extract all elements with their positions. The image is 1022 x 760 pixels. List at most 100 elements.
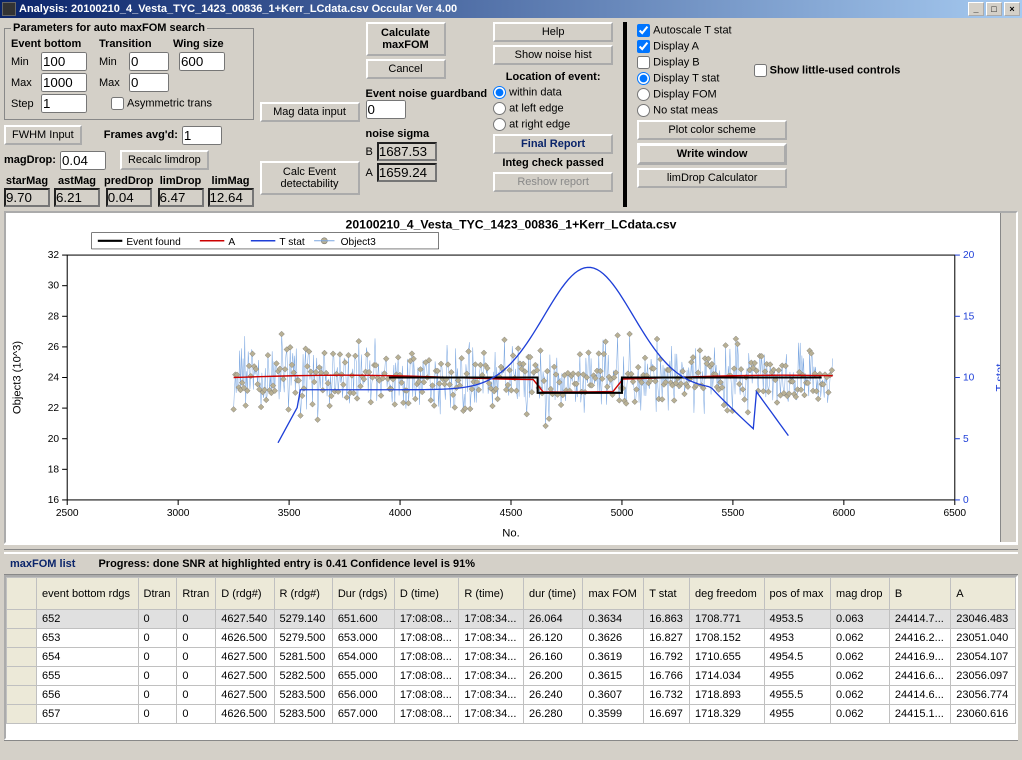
table-row[interactable]: 657004626.5005283.500657.00017:08:08...1… [7,705,1016,724]
guardband-input[interactable] [366,100,406,119]
noise-a-input [377,163,437,182]
svg-text:Event found: Event found [126,237,181,248]
table-header[interactable]: D (time) [394,578,459,610]
help-button[interactable]: Help [493,22,613,42]
fwhm-button[interactable]: FWHM Input [4,125,82,145]
table-header[interactable]: Dtran [138,578,177,610]
magdrop-label: magDrop: [4,154,56,166]
astmag-input [54,188,100,207]
svg-text:28: 28 [48,311,60,322]
table-header[interactable]: event bottom rdgs [37,578,139,610]
svg-text:20: 20 [48,434,60,445]
table-header[interactable]: mag drop [830,578,889,610]
window-title: Analysis: 20100210_4_Vesta_TYC_1423_0083… [19,3,457,15]
display-t-radio[interactable]: Display T stat [637,72,731,85]
svg-text:A: A [228,237,235,248]
writewin-button[interactable]: Write window [637,143,787,165]
svg-text:4500: 4500 [500,508,523,519]
table-header[interactable]: R (rdg#) [274,578,332,610]
table-row[interactable]: 656004627.5005283.500656.00017:08:08...1… [7,686,1016,705]
chart-scrollbar[interactable] [1000,213,1016,542]
svg-text:3000: 3000 [167,508,190,519]
svg-text:24: 24 [48,373,60,384]
limdropcalc-button[interactable]: limDrop Calculator [637,168,787,188]
loc-right[interactable]: at right edge [493,118,613,131]
display-b-check[interactable]: Display B [637,56,731,69]
showlittle-check[interactable]: Show little-used controls [754,64,901,77]
wing-size-input[interactable] [179,52,225,71]
asym-label[interactable]: Asymmetric trans [111,97,212,110]
display-a-check[interactable]: Display A [637,40,731,53]
calc-maxfom-button[interactable]: Calculate maxFOM [366,22,446,56]
table-row[interactable]: 653004626.5005279.500653.00017:08:08...1… [7,629,1016,648]
table-header[interactable] [7,578,37,610]
table-header[interactable]: dur (time) [523,578,583,610]
svg-text:No.: No. [502,528,519,540]
nostat-radio[interactable]: No stat meas [637,104,731,117]
splitter[interactable] [4,544,1018,550]
limmag-label: limMag [212,175,250,187]
trans-max-input[interactable] [129,73,169,92]
noise-b-label: B [366,146,373,158]
table-header[interactable]: max FOM [583,578,644,610]
data-table[interactable]: event bottom rdgsDtranRtranD (rdg#)R (rd… [6,577,1016,724]
recalc-button[interactable]: Recalc limdrop [120,150,209,170]
maximize-button[interactable]: □ [986,2,1002,16]
autoscale-check[interactable]: Autoscale T stat [637,24,731,37]
title-bar: Analysis: 20100210_4_Vesta_TYC_1423_0083… [0,0,1022,18]
table-header[interactable]: pos of max [764,578,830,610]
noise-hist-button[interactable]: Show noise hist [493,45,613,65]
table-header[interactable]: deg freedom [689,578,764,610]
svg-text:15: 15 [963,311,975,322]
min-label: Min [11,56,37,68]
magdata-button[interactable]: Mag data input [260,102,360,122]
preddrop-input [106,188,152,207]
noise-b-input [377,142,437,161]
loc-within[interactable]: within data [493,86,613,99]
svg-text:2500: 2500 [56,508,79,519]
cancel-button[interactable]: Cancel [366,59,446,79]
svg-text:18: 18 [48,464,60,475]
trans-min-input[interactable] [129,52,169,71]
svg-text:5000: 5000 [611,508,634,519]
svg-text:6000: 6000 [833,508,856,519]
svg-text:22: 22 [48,403,60,414]
table-header[interactable]: R (time) [459,578,524,610]
display-fom-radio[interactable]: Display FOM [637,88,731,101]
event-bottom-min-input[interactable] [41,52,87,71]
col-transition: Transition [99,38,169,50]
starmag-label: starMag [6,175,48,187]
table-header[interactable]: T stat [644,578,690,610]
magdrop-input[interactable] [60,151,106,170]
svg-text:26: 26 [48,342,60,353]
midbar: maxFOM list Progress: done SNR at highli… [4,552,1018,575]
table-row[interactable]: 652004627.5405279.140651.60017:08:08...1… [7,610,1016,629]
table-header[interactable]: A [951,578,1016,610]
step-input[interactable] [41,94,87,113]
asym-checkbox[interactable] [111,97,124,110]
table-header[interactable]: D (rdg#) [216,578,274,610]
table-scrollbar-h[interactable] [4,740,1018,756]
table-row[interactable]: 655004627.5005282.500655.00017:08:08...1… [7,667,1016,686]
trans-min-label: Min [99,56,125,68]
loc-left[interactable]: at left edge [493,102,613,115]
table-header[interactable]: Rtran [177,578,216,610]
frames-avg-input[interactable] [182,126,222,145]
table-header[interactable]: B [889,578,950,610]
close-button[interactable]: × [1004,2,1020,16]
plotcolor-button[interactable]: Plot color scheme [637,120,787,140]
limdrop-label: limDrop [160,175,202,187]
params-legend: Parameters for auto maxFOM search [11,22,207,34]
starmag-input [4,188,50,207]
integ-check: Integ check passed [493,157,613,169]
table-row[interactable]: 654004627.5005281.500654.00017:08:08...1… [7,648,1016,667]
trans-max-label: Max [99,77,125,89]
final-report-button[interactable]: Final Report [493,134,613,154]
minimize-button[interactable]: _ [968,2,984,16]
table-header[interactable]: Dur (rdgs) [332,578,394,610]
limmag-input [208,188,254,207]
event-bottom-max-input[interactable] [41,73,87,92]
calc-event-button[interactable]: Calc Event detectability [260,161,360,195]
params-fieldset: Parameters for auto maxFOM search Event … [4,22,254,120]
col-event-bottom: Event bottom [11,38,95,50]
